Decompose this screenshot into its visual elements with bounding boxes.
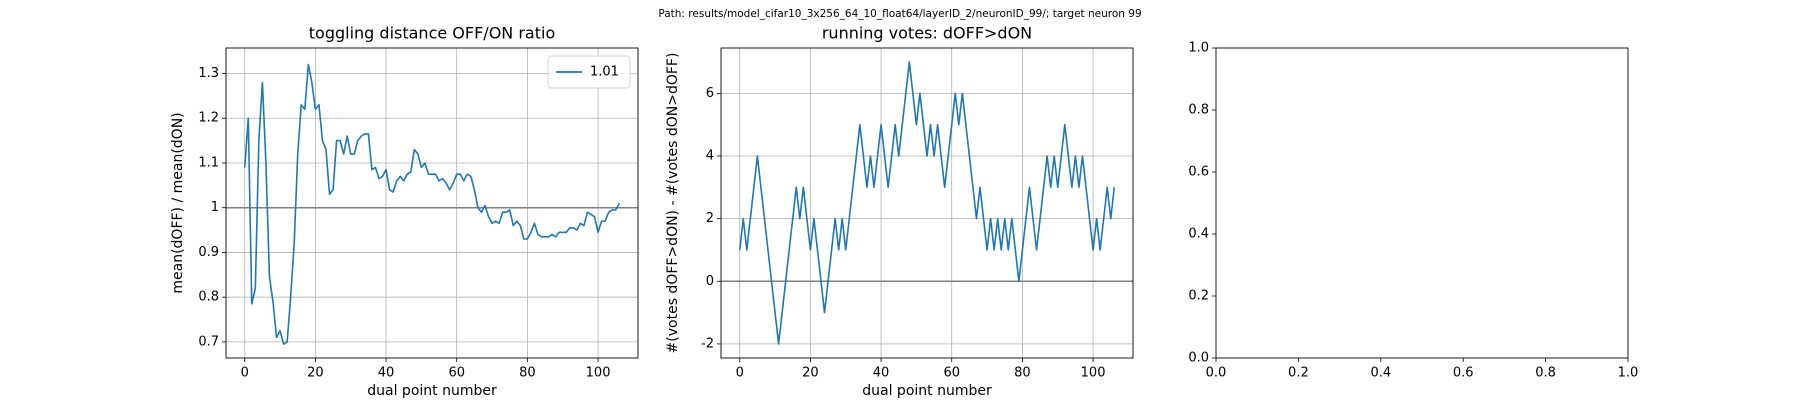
y-tick-label: 4 <box>706 149 714 164</box>
x-tick-label: 0 <box>736 366 744 381</box>
y-tick-label: 0.0 <box>1188 351 1209 366</box>
figure-title: Path: results/model_cifar10_3x256_64_10_… <box>658 8 1141 20</box>
data-line <box>243 63 620 345</box>
y-tick-label: 6 <box>706 86 714 101</box>
y-tick-label: 1.2 <box>198 111 219 126</box>
x-tick-label: 40 <box>873 366 890 381</box>
y-tick-label: 0.2 <box>1188 289 1209 304</box>
x-axis-label: dual point number <box>862 383 992 399</box>
x-tick-label: 80 <box>519 366 536 381</box>
x-tick-label: 0.4 <box>1370 366 1391 381</box>
y-tick-label: 1 <box>211 200 219 215</box>
y-tick-label: 1.3 <box>198 66 219 81</box>
x-tick-label: 80 <box>1014 366 1031 381</box>
y-tick-label: 0.6 <box>1188 165 1209 180</box>
y-tick-label: 1.0 <box>1188 41 1209 56</box>
y-axis-label: mean(dOFF) / mean(dON) <box>170 112 186 293</box>
legend-label: 1.01 <box>590 65 619 80</box>
y-tick-label: 0 <box>706 274 714 289</box>
x-tick-label: 0.6 <box>1453 366 1474 381</box>
x-tick-label: 0.0 <box>1206 366 1227 381</box>
data-line <box>738 61 1116 345</box>
y-tick-label: -2 <box>701 336 714 351</box>
chart-title: toggling distance OFF/ON ratio <box>309 24 555 43</box>
y-tick-label: 1.1 <box>198 155 219 170</box>
axes-frame <box>720 47 1134 359</box>
x-tick-label: 60 <box>943 366 960 381</box>
y-tick-label: 0.4 <box>1188 227 1209 242</box>
x-tick-label: 0.2 <box>1288 366 1309 381</box>
x-axis-label: dual point number <box>367 383 497 399</box>
x-tick-label: 100 <box>586 366 611 381</box>
x-tick-label: 60 <box>448 366 465 381</box>
chart-title: running votes: dOFF>dON <box>822 24 1032 43</box>
y-axis-label: #(votes dOFF>dON) - #(votes dON>dOFF) <box>665 53 681 354</box>
y-tick-label: 0.8 <box>198 290 219 305</box>
x-tick-label: 0.8 <box>1535 366 1556 381</box>
y-tick-label: 0.9 <box>198 245 219 260</box>
legend-box <box>547 55 631 89</box>
x-tick-label: 40 <box>378 366 395 381</box>
axes-frame <box>1215 47 1629 359</box>
axes-frame <box>225 47 639 359</box>
x-tick-label: 20 <box>802 366 819 381</box>
x-tick-label: 0 <box>241 366 249 381</box>
y-tick-label: 2 <box>706 211 714 226</box>
y-tick-label: 0.8 <box>1188 103 1209 118</box>
x-tick-label: 100 <box>1081 366 1106 381</box>
x-tick-label: 1.0 <box>1618 366 1639 381</box>
x-tick-label: 20 <box>307 366 324 381</box>
y-tick-label: 0.7 <box>198 334 219 349</box>
